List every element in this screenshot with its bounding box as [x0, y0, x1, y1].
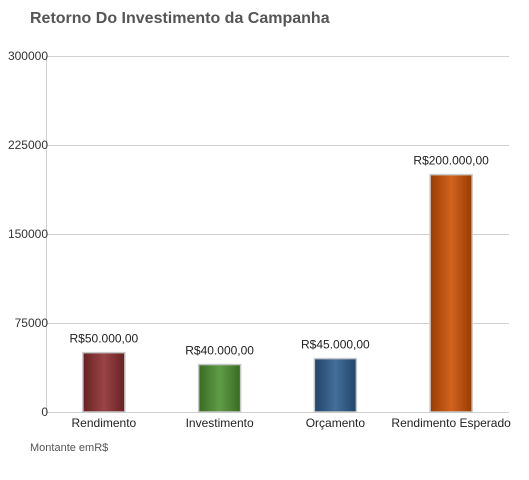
data-label: R$45.000,00 [301, 338, 370, 352]
x-axis-ticks: Rendimento Investimento Orçamento Rendiment… [72, 416, 512, 430]
y-tick-label: 225000 [8, 138, 48, 152]
y-axis-ticks: 0 75000 150000 225000 300000 [8, 49, 48, 419]
chart-title: Retorno Do Investimento da Campanha [30, 10, 330, 27]
bar [313, 357, 358, 413]
data-label: R$200.000,00 [413, 154, 489, 168]
y-tick-label: 300000 [8, 49, 48, 63]
bar [197, 363, 242, 413]
x-tick-label: Rendimento [72, 416, 137, 430]
y-tick-label: 0 [41, 405, 48, 419]
footnote: Montante emR$ [30, 442, 109, 454]
data-labels: R$50.000,00 R$40.000,00 R$45.000,00 R$200.0… [70, 154, 490, 358]
bars [82, 173, 473, 413]
bar [82, 351, 126, 413]
x-tick-label: Investimento [186, 416, 254, 430]
x-tick-label: Orçamento [306, 416, 366, 430]
bar [429, 173, 473, 413]
y-tick-label: 75000 [15, 316, 49, 330]
data-label: R$40.000,00 [185, 344, 254, 358]
data-label: R$50.000,00 [70, 332, 139, 346]
y-tick-label: 150000 [8, 227, 48, 241]
x-tick-label: Rendimento Esperado [391, 416, 511, 430]
